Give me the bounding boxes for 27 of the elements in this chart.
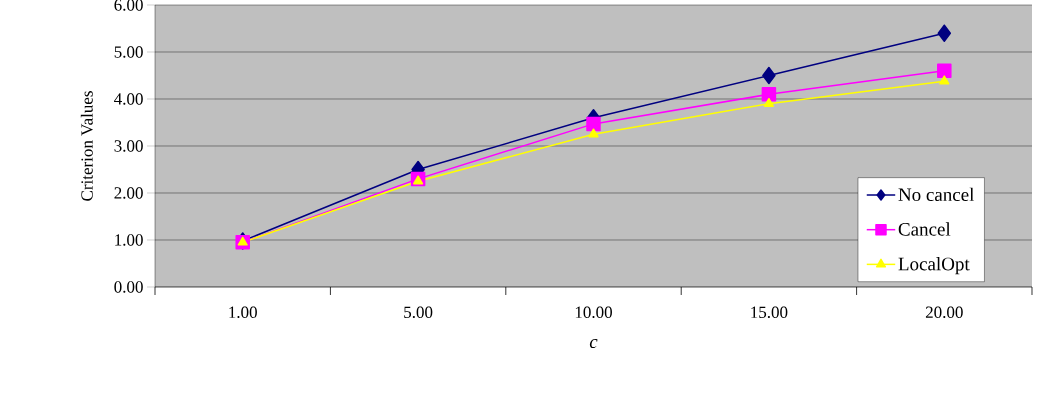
point: [763, 97, 774, 107]
y-axis-title: Criterion Values: [80, 91, 93, 201]
point: [761, 87, 777, 102]
y-tick-label: 6.00: [114, 0, 143, 11]
point: [937, 24, 952, 42]
point: [939, 75, 950, 85]
x-tick-label: 5.00: [404, 306, 433, 319]
y-tick-label: 5.00: [114, 46, 143, 58]
point: [586, 116, 601, 132]
x-tick-label: 1.00: [229, 306, 257, 319]
x-tick-label: 10.00: [575, 306, 612, 319]
x-tick-label: 15.00: [751, 306, 788, 319]
y-tick-label: 0.00: [114, 281, 143, 293]
y-tick-label: 4.00: [114, 93, 143, 105]
x-tick-label: 20.00: [925, 306, 963, 319]
point: [588, 128, 599, 138]
y-tick-label: 2.00: [114, 187, 143, 199]
point: [413, 175, 424, 185]
point: [762, 66, 776, 85]
x-axis-title: c: [589, 338, 598, 349]
legend-label: Cancel: [898, 222, 951, 236]
y-tick-label: 1.00: [115, 234, 143, 246]
y-tick-label: 3.00: [114, 140, 143, 152]
point: [237, 236, 248, 246]
legend-label: LocalOpt: [898, 257, 970, 275]
point: [937, 63, 952, 79]
legend-label: No cancel: [898, 187, 975, 202]
